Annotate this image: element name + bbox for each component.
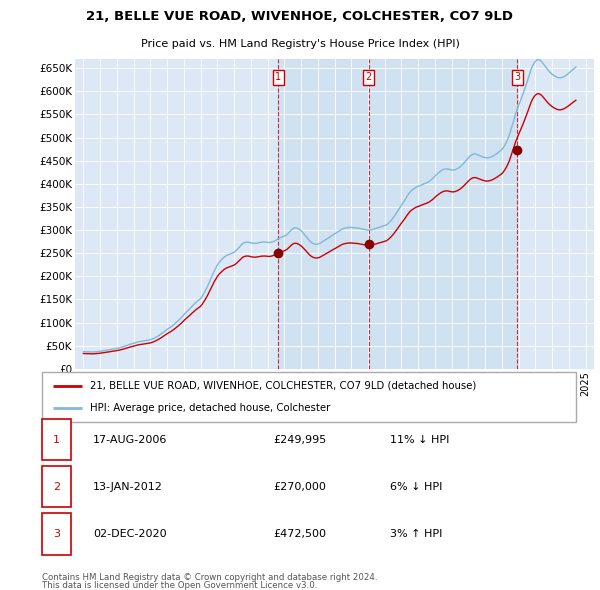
Text: HPI: Average price, detached house, Colchester: HPI: Average price, detached house, Colc… <box>90 404 331 414</box>
Text: 1: 1 <box>53 435 60 444</box>
Bar <box>278 59 517 369</box>
Text: 17-AUG-2006: 17-AUG-2006 <box>93 435 167 444</box>
Text: This data is licensed under the Open Government Licence v3.0.: This data is licensed under the Open Gov… <box>42 581 317 590</box>
Text: £472,500: £472,500 <box>273 529 326 539</box>
Text: Contains HM Land Registry data © Crown copyright and database right 2024.: Contains HM Land Registry data © Crown c… <box>42 572 377 582</box>
Text: 3% ↑ HPI: 3% ↑ HPI <box>390 529 442 539</box>
Text: 3: 3 <box>53 529 60 539</box>
Text: 2: 2 <box>365 73 372 83</box>
Text: 1: 1 <box>275 73 281 83</box>
Text: 21, BELLE VUE ROAD, WIVENHOE, COLCHESTER, CO7 9LD (detached house): 21, BELLE VUE ROAD, WIVENHOE, COLCHESTER… <box>90 381 476 391</box>
Text: 2: 2 <box>53 482 60 491</box>
Text: 3: 3 <box>514 73 520 83</box>
Text: 11% ↓ HPI: 11% ↓ HPI <box>390 435 449 444</box>
Text: 21, BELLE VUE ROAD, WIVENHOE, COLCHESTER, CO7 9LD: 21, BELLE VUE ROAD, WIVENHOE, COLCHESTER… <box>86 9 514 23</box>
Text: £249,995: £249,995 <box>273 435 326 444</box>
Text: 13-JAN-2012: 13-JAN-2012 <box>93 482 163 491</box>
FancyBboxPatch shape <box>42 372 576 422</box>
Text: £270,000: £270,000 <box>273 482 326 491</box>
Text: Price paid vs. HM Land Registry's House Price Index (HPI): Price paid vs. HM Land Registry's House … <box>140 40 460 50</box>
Text: 02-DEC-2020: 02-DEC-2020 <box>93 529 167 539</box>
Text: 6% ↓ HPI: 6% ↓ HPI <box>390 482 442 491</box>
